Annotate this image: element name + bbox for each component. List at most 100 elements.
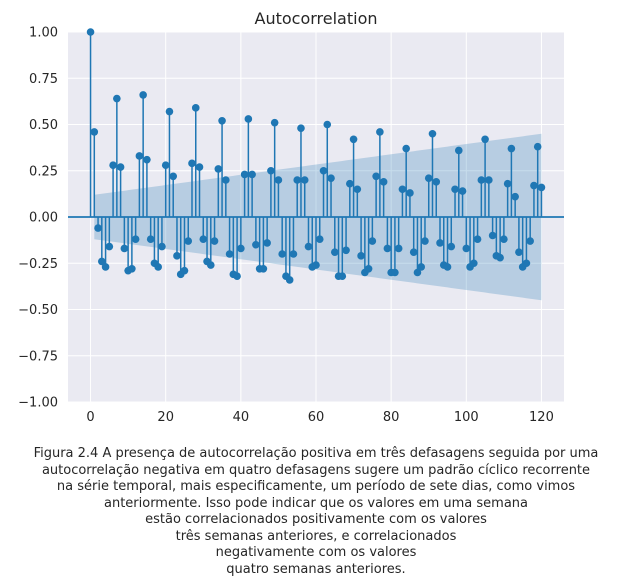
stem-marker — [248, 170, 256, 179]
stem-marker — [199, 235, 208, 243]
stem-marker — [128, 265, 136, 273]
stem-marker — [485, 176, 493, 184]
stem-marker — [131, 235, 140, 243]
stem-marker — [447, 242, 456, 251]
stem-marker — [357, 252, 365, 260]
stem-marker — [458, 187, 467, 195]
stem-marker — [432, 178, 441, 186]
stem-marker — [244, 115, 253, 123]
stem-marker — [342, 246, 350, 255]
y-tick-label: 1.00 — [29, 26, 58, 41]
stem-series — [68, 28, 564, 284]
stem-marker — [383, 244, 392, 253]
stem-marker — [398, 185, 407, 194]
stem-marker — [252, 240, 260, 249]
stem-marker — [323, 120, 332, 129]
stem-marker — [496, 253, 504, 262]
stem-marker — [312, 261, 320, 269]
stem-marker — [169, 172, 178, 181]
stem-marker — [86, 28, 95, 36]
stem-marker — [402, 144, 410, 153]
stem-marker — [94, 224, 102, 232]
stem-marker — [372, 172, 380, 181]
stem-marker — [222, 176, 230, 184]
stem-marker — [522, 259, 531, 268]
stem-marker — [349, 135, 358, 144]
stem-marker — [530, 181, 538, 190]
stem-marker — [428, 129, 437, 138]
stem-marker — [259, 265, 268, 273]
x-tick-label: 20 — [157, 410, 174, 425]
stem-marker — [473, 235, 482, 243]
x-tick-label: 0 — [86, 410, 94, 425]
figure-caption: Figura 2.4 A presença de autocorrelação … — [33, 446, 599, 577]
stem-marker — [188, 159, 196, 168]
stem-marker — [289, 250, 298, 258]
stem-marker — [346, 179, 354, 188]
stem-marker — [240, 170, 249, 179]
stem-marker — [409, 248, 418, 256]
stem-marker — [158, 242, 166, 251]
stem-marker — [98, 257, 106, 266]
stem-marker — [218, 117, 226, 125]
stem-marker — [139, 91, 147, 99]
stem-marker — [470, 259, 478, 268]
stem-marker — [391, 268, 399, 277]
x-tick-label: 100 — [454, 410, 479, 425]
stem-marker — [278, 250, 286, 258]
y-tick-label: 0.00 — [29, 211, 58, 226]
stem-marker — [191, 104, 200, 112]
stem-marker — [526, 237, 534, 245]
stem-marker — [300, 176, 309, 184]
stem-marker — [233, 272, 241, 281]
stem-marker — [206, 261, 215, 269]
stem-marker — [503, 179, 512, 188]
stem-marker — [507, 144, 516, 153]
stem-marker — [500, 235, 508, 243]
stem-marker — [319, 166, 328, 175]
stem-marker — [180, 266, 189, 275]
stem-marker — [165, 107, 174, 116]
stem-marker — [154, 263, 162, 271]
stem-marker — [90, 128, 99, 136]
stem-marker — [237, 244, 245, 253]
stem-marker — [424, 174, 433, 182]
stem-marker — [436, 239, 444, 247]
y-tick-label: −0.25 — [18, 257, 58, 272]
x-tick-label: 80 — [383, 410, 400, 425]
stem-marker — [368, 237, 377, 245]
stem-marker — [184, 237, 193, 245]
stem-marker — [533, 142, 542, 151]
chart-title: Autocorrelation — [255, 9, 378, 28]
stem-marker — [537, 183, 546, 192]
stem-marker — [113, 94, 121, 103]
stem-marker — [293, 176, 302, 184]
stem-marker — [443, 263, 452, 271]
stem-marker — [263, 239, 271, 247]
stem-marker — [101, 263, 110, 271]
stem-marker — [394, 244, 403, 253]
stem-marker — [413, 268, 422, 277]
stem-marker — [364, 265, 373, 273]
stem-marker — [477, 176, 486, 184]
stem-marker — [488, 231, 497, 240]
stem-marker — [161, 161, 170, 169]
y-tick-label: −0.50 — [18, 303, 58, 318]
stem-marker — [376, 128, 384, 136]
stem-marker — [210, 237, 219, 245]
stem-marker — [105, 242, 114, 251]
y-tick-label: 0.50 — [29, 118, 58, 133]
stem-marker — [143, 155, 151, 164]
stem-marker — [109, 161, 117, 169]
x-axis-ticks: 0 20 40 60 80 100 120 — [86, 410, 553, 425]
stem-marker — [285, 276, 294, 284]
stem-marker — [451, 185, 459, 194]
stem-marker — [379, 178, 388, 186]
stem-marker — [214, 165, 223, 173]
stem-marker — [417, 263, 426, 271]
x-tick-label: 120 — [529, 410, 554, 425]
stem-marker — [330, 248, 339, 256]
stem-marker — [327, 174, 335, 182]
y-tick-label: 0.25 — [29, 164, 58, 179]
stem-marker — [120, 244, 129, 253]
